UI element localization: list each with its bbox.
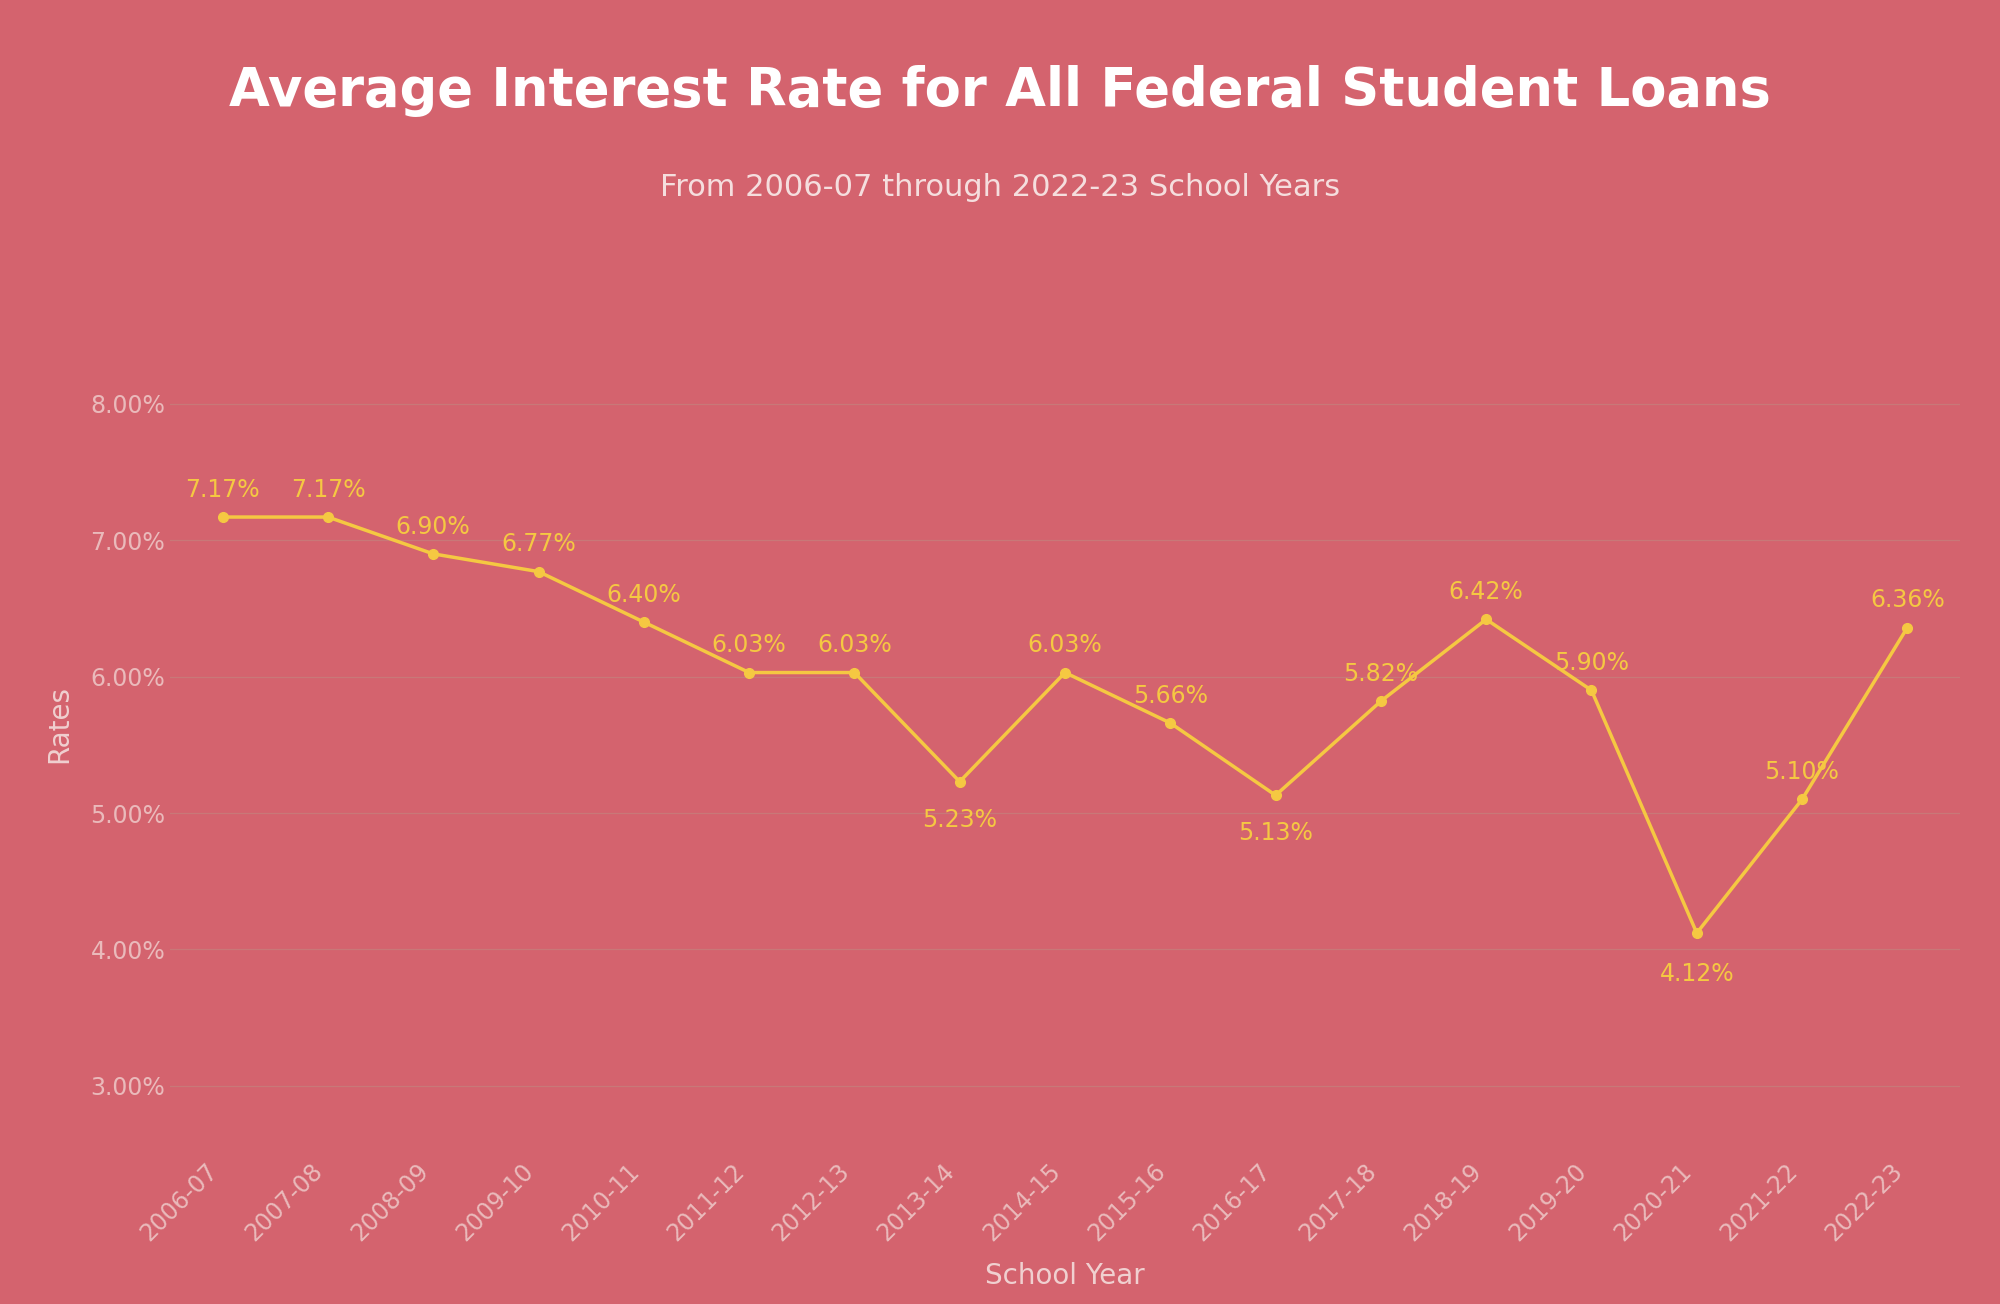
Text: 4.12%: 4.12% (1660, 962, 1734, 986)
Text: 6.90%: 6.90% (396, 515, 470, 539)
Text: 5.10%: 5.10% (1764, 760, 1840, 784)
Text: 5.82%: 5.82% (1344, 662, 1418, 686)
Text: 7.17%: 7.17% (186, 477, 260, 502)
Text: 6.77%: 6.77% (502, 532, 576, 557)
Text: 6.40%: 6.40% (606, 583, 682, 606)
Text: 7.17%: 7.17% (290, 477, 366, 502)
Text: 6.03%: 6.03% (818, 634, 892, 657)
Text: 6.36%: 6.36% (1870, 588, 1944, 613)
Text: Average Interest Rate for All Federal Student Loans: Average Interest Rate for All Federal St… (230, 65, 1770, 117)
Text: 6.03%: 6.03% (712, 634, 786, 657)
Text: 5.23%: 5.23% (922, 808, 998, 832)
Y-axis label: Rates: Rates (46, 686, 74, 763)
Text: 6.03%: 6.03% (1028, 634, 1102, 657)
Text: 5.66%: 5.66% (1132, 683, 1208, 708)
Text: From 2006-07 through 2022-23 School Years: From 2006-07 through 2022-23 School Year… (660, 172, 1340, 202)
Text: 6.42%: 6.42% (1448, 580, 1524, 604)
Text: 5.13%: 5.13% (1238, 822, 1314, 845)
Text: 5.90%: 5.90% (1554, 651, 1628, 675)
X-axis label: School Year: School Year (986, 1262, 1144, 1290)
